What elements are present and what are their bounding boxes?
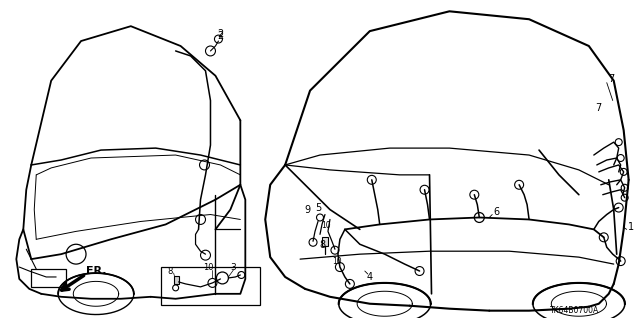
Bar [31, 269, 66, 287]
Text: 3: 3 [230, 263, 236, 271]
Text: 10: 10 [204, 263, 214, 271]
Text: 1: 1 [628, 222, 634, 233]
Text: 9: 9 [304, 204, 310, 215]
Bar [161, 267, 260, 305]
Text: 6: 6 [493, 206, 499, 217]
Text: 5: 5 [315, 203, 321, 212]
Text: 8: 8 [319, 240, 325, 250]
Text: 2: 2 [218, 29, 223, 39]
Bar [322, 237, 328, 246]
Text: 4: 4 [367, 272, 373, 282]
Text: 7: 7 [596, 103, 602, 114]
Text: 10: 10 [321, 221, 331, 230]
Text: 10: 10 [332, 256, 342, 266]
Text: 8: 8 [167, 266, 172, 276]
Text: TK64B0700A: TK64B0700A [550, 306, 599, 315]
Bar [173, 276, 179, 284]
Text: 2: 2 [218, 31, 223, 41]
Text: 7: 7 [609, 74, 615, 84]
Text: FR.: FR. [86, 266, 106, 276]
